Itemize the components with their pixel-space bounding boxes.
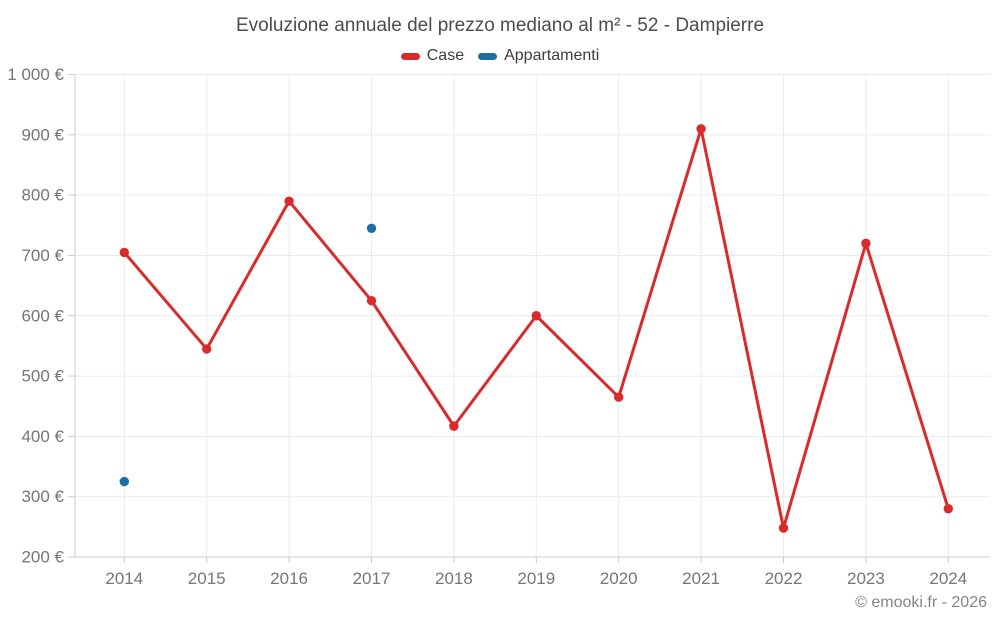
case-point xyxy=(531,311,541,321)
y-axis-label: 700 € xyxy=(21,246,64,265)
x-axis-label: 2024 xyxy=(929,569,967,588)
legend-label: Appartamenti xyxy=(504,47,600,64)
x-axis-label: 2018 xyxy=(435,569,473,588)
y-axis-label: 800 € xyxy=(21,186,64,205)
y-axis-label: 300 € xyxy=(21,487,64,506)
y-axis-label: 900 € xyxy=(21,125,64,144)
copyright-footer: © emooki.fr - 2026 xyxy=(855,594,987,611)
case-point xyxy=(202,344,212,354)
x-axis-label: 2021 xyxy=(682,569,720,588)
case-point xyxy=(861,238,871,249)
y-axis-label: 500 € xyxy=(21,367,64,386)
x-axis-label: 2020 xyxy=(600,569,638,588)
case-swatch-icon xyxy=(400,52,420,60)
x-axis-label: 2022 xyxy=(765,569,803,588)
case-point xyxy=(366,295,377,306)
case-point xyxy=(696,124,706,134)
case-point xyxy=(119,247,129,258)
appartamenti-point xyxy=(366,223,377,233)
x-axis-label: 2016 xyxy=(270,569,308,588)
legend-item-case: Case xyxy=(400,47,465,65)
y-axis-label: 600 € xyxy=(21,306,64,325)
case-point xyxy=(943,504,953,514)
appartamenti-point xyxy=(119,476,129,487)
x-axis-label: 2017 xyxy=(353,569,391,588)
legend-item-appartamenti: Appartamenti xyxy=(478,47,599,65)
case-point xyxy=(614,392,624,402)
case-point xyxy=(449,421,459,431)
chart-legend: Case Appartamenti xyxy=(0,47,1000,65)
x-axis-label: 2019 xyxy=(517,569,555,588)
x-axis-label: 2014 xyxy=(105,569,143,588)
case-point xyxy=(284,196,294,206)
case-point xyxy=(778,523,789,533)
x-axis-label: 2015 xyxy=(188,569,226,588)
y-axis-label: 200 € xyxy=(21,548,64,567)
y-axis-label: 400 € xyxy=(21,427,64,446)
legend-label: Case xyxy=(426,47,465,64)
appartamenti-swatch-icon xyxy=(478,52,498,60)
y-axis-label: 1 000 € xyxy=(7,65,64,84)
chart-title: Evoluzione annuale del prezzo mediano al… xyxy=(235,15,765,36)
x-axis-label: 2023 xyxy=(847,569,885,588)
